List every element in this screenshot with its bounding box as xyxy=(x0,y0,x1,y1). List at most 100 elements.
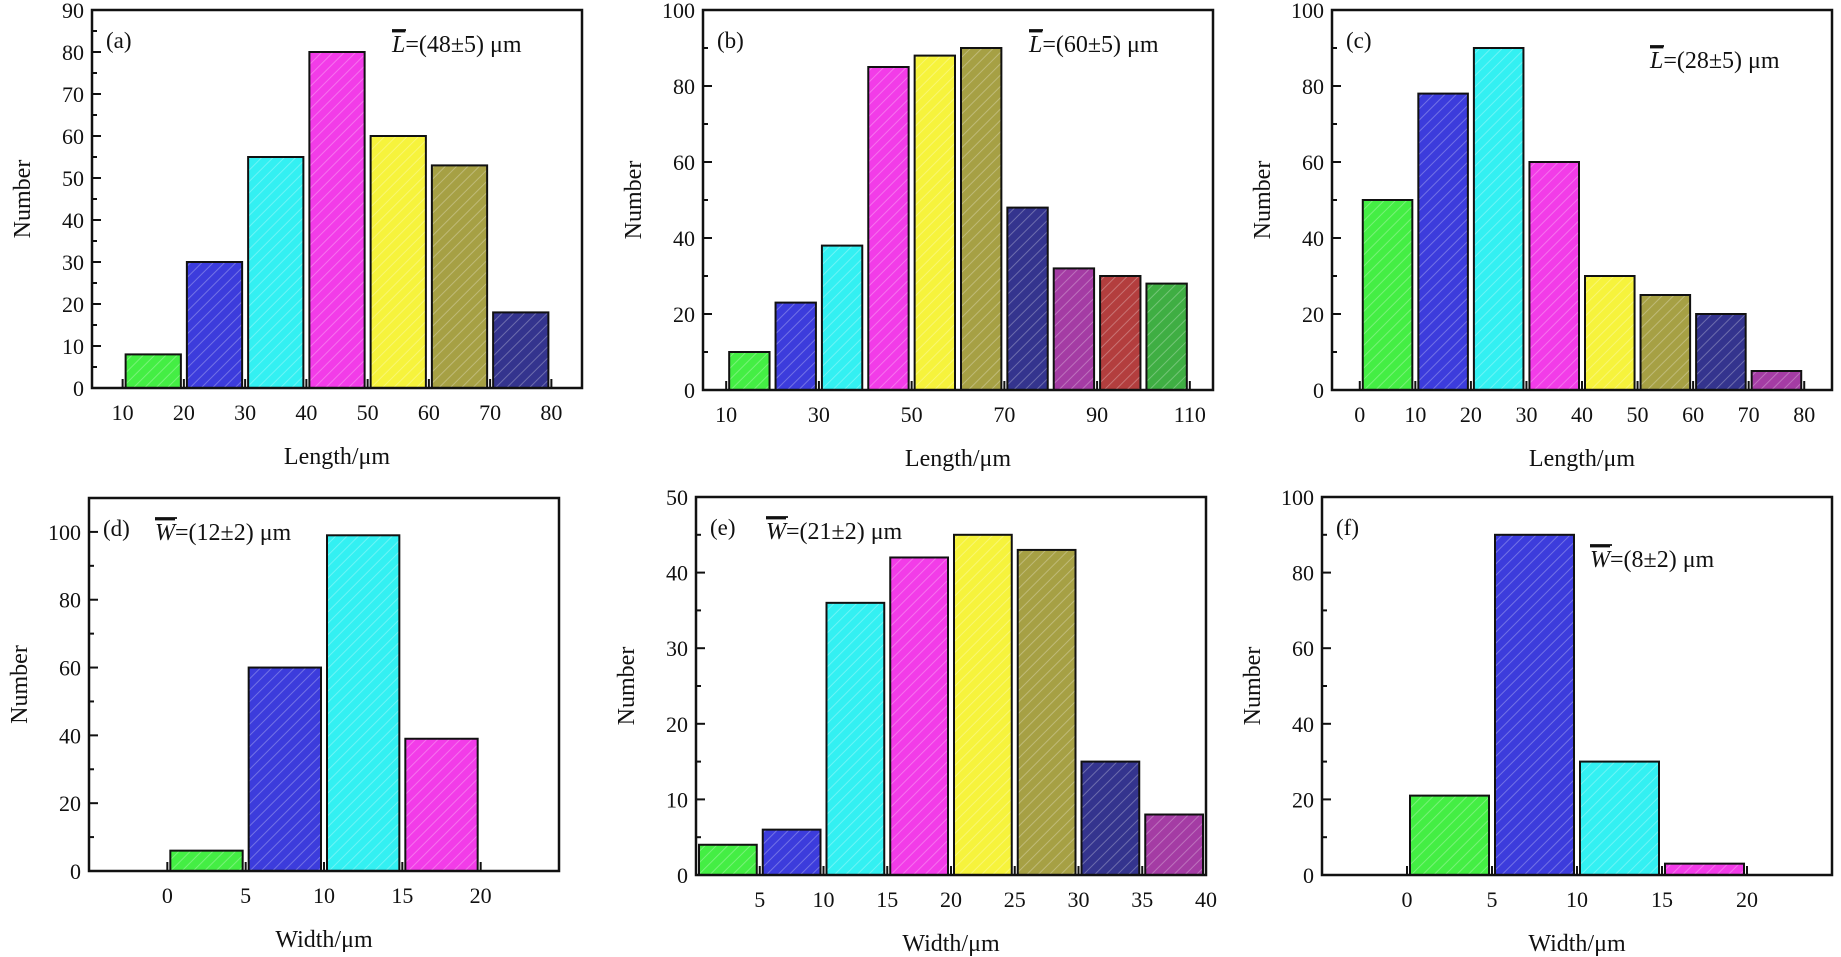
bar-b-0 xyxy=(728,351,771,391)
panel-b: 0 20 40 60 80 100 10 30 50 70 90 110 Length/μm Number… xyxy=(621,0,1215,472)
x-axis-title-c: Length/μm xyxy=(1529,446,1636,472)
bar-f-3 xyxy=(1664,862,1745,876)
y-tick-label-b-2: 40 xyxy=(673,226,695,251)
bar-a-0 xyxy=(124,353,182,389)
y-tick-label-f-0: 0 xyxy=(1303,863,1314,888)
y-axis-title-d: Number xyxy=(7,645,33,724)
x-tick-label-c-6: 60 xyxy=(1682,402,1704,427)
x-axis-title-d: Width/μm xyxy=(275,927,373,953)
bar-a-4 xyxy=(369,135,427,389)
y-tick-label-f-4: 80 xyxy=(1292,561,1314,586)
y-tick-label-b-1: 20 xyxy=(673,302,695,327)
x-tick-label-c-1: 10 xyxy=(1404,402,1426,427)
mean-annotation-e: W=(21±2) μm xyxy=(766,519,903,545)
y-tick-label-d-0: 0 xyxy=(70,859,81,884)
y-tick-label-a-5: 50 xyxy=(62,166,84,191)
mean-annotation-d: W=(12±2) μm xyxy=(155,520,292,546)
bar-e-0 xyxy=(698,843,758,877)
plot-frame-f xyxy=(1320,495,1834,877)
panel-label-a: (a) xyxy=(106,28,132,53)
bar-d-2 xyxy=(326,534,401,872)
y-tick-label-d-2: 40 xyxy=(59,723,81,748)
bar-a-6 xyxy=(492,311,550,389)
bar-b-5 xyxy=(960,47,1003,391)
bar-e-3 xyxy=(889,556,949,876)
panel-c: 0 20 40 60 80 100 0 10 20 30 40 50 60 70 80 Length/μm Nu… xyxy=(1250,0,1834,472)
panel-label-e: (e) xyxy=(710,515,736,540)
y-tick-label-e-2: 20 xyxy=(666,712,688,737)
bar-e-2 xyxy=(825,601,886,877)
y-tick-label-b-0: 0 xyxy=(684,378,695,403)
y-tick-label-c-2: 40 xyxy=(1302,226,1324,251)
y-axis-title-a: Number xyxy=(10,160,36,239)
x-tick-label-a-2: 30 xyxy=(234,400,256,425)
x-tick-label-e-0: 5 xyxy=(754,887,765,912)
x-tick-label-c-3: 30 xyxy=(1515,402,1537,427)
y-tick-label-b-3: 60 xyxy=(673,150,695,175)
bar-c-1 xyxy=(1417,92,1469,391)
x-tick-label-b-4: 90 xyxy=(1086,402,1108,427)
bar-e-7 xyxy=(1144,813,1204,877)
x-tick-label-d-4: 20 xyxy=(470,883,492,908)
x-tick-label-b-2: 50 xyxy=(901,402,923,427)
bar-f-1 xyxy=(1494,533,1575,876)
bar-b-2 xyxy=(820,244,864,391)
y-tick-label-e-1: 10 xyxy=(666,787,688,812)
x-tick-label-b-5: 110 xyxy=(1174,402,1206,427)
panel-a: 0 10 20 30 40 50 60 70 80 90 10 20 30 40 50 60 70 80 Lengt… xyxy=(10,0,584,470)
x-tick-label-f-2: 10 xyxy=(1566,887,1588,912)
y-tick-label-f-2: 40 xyxy=(1292,712,1314,737)
y-tick-label-d-3: 60 xyxy=(59,656,81,681)
bar-c-4 xyxy=(1584,275,1636,391)
y-tick-label-b-4: 80 xyxy=(673,74,695,99)
bar-b-1 xyxy=(774,301,817,392)
mean-annotation-c: L=(28±5) μm xyxy=(1649,48,1780,74)
x-tick-label-a-3: 40 xyxy=(295,400,317,425)
panel-d: 0 20 40 60 80 100 0 5 10 15 20 Width/μm Number (d) W=(… xyxy=(7,496,561,953)
y-axis-title-f: Number xyxy=(1240,647,1266,726)
panel-f: 0 20 40 60 80 100 0 5 10 15 20 Width/μm Number (f) W=(… xyxy=(1240,485,1834,957)
y-tick-label-d-4: 80 xyxy=(59,588,81,613)
x-tick-label-e-2: 15 xyxy=(876,887,898,912)
x-tick-label-e-1: 10 xyxy=(813,887,835,912)
y-tick-label-c-5: 100 xyxy=(1291,0,1324,23)
x-tick-label-c-7: 70 xyxy=(1738,402,1760,427)
bar-d-3 xyxy=(404,737,479,872)
x-tick-label-c-0: 0 xyxy=(1354,402,1365,427)
x-tick-label-f-1: 5 xyxy=(1487,887,1498,912)
bar-e-6 xyxy=(1080,760,1141,876)
y-tick-label-c-1: 20 xyxy=(1302,302,1324,327)
x-tick-label-d-1: 5 xyxy=(240,883,251,908)
bar-a-2 xyxy=(247,156,305,389)
y-tick-label-a-2: 20 xyxy=(62,292,84,317)
x-tick-label-f-4: 20 xyxy=(1736,887,1758,912)
x-tick-label-c-5: 50 xyxy=(1627,402,1649,427)
x-tick-label-b-0: 10 xyxy=(715,402,737,427)
bar-e-4 xyxy=(953,533,1013,876)
bar-c-3 xyxy=(1528,161,1581,391)
y-axis-title-e: Number xyxy=(614,647,640,726)
x-axis-title-e: Width/μm xyxy=(902,931,1000,957)
y-tick-label-e-4: 40 xyxy=(666,561,688,586)
bar-c-6 xyxy=(1695,313,1747,391)
x-tick-label-f-0: 0 xyxy=(1402,887,1413,912)
panel-label-c: (c) xyxy=(1346,28,1372,53)
bar-a-3 xyxy=(308,51,366,389)
bar-b-3 xyxy=(867,66,910,391)
bar-f-2 xyxy=(1579,760,1660,876)
y-tick-label-a-4: 40 xyxy=(62,208,84,233)
bar-b-4 xyxy=(913,54,956,391)
x-tick-label-d-2: 10 xyxy=(313,883,335,908)
y-tick-label-a-3: 30 xyxy=(62,250,84,275)
x-tick-label-c-8: 80 xyxy=(1793,402,1815,427)
x-axis-title-b: Length/μm xyxy=(905,446,1012,472)
bar-c-0 xyxy=(1361,199,1414,391)
y-tick-label-a-0: 0 xyxy=(73,376,84,401)
x-tick-label-a-6: 70 xyxy=(479,400,501,425)
bar-c-7 xyxy=(1750,370,1803,391)
x-tick-label-a-5: 60 xyxy=(418,400,440,425)
bar-b-9 xyxy=(1145,282,1188,392)
panel-label-d: (d) xyxy=(103,516,130,541)
y-axis-title-c: Number xyxy=(1250,161,1276,240)
